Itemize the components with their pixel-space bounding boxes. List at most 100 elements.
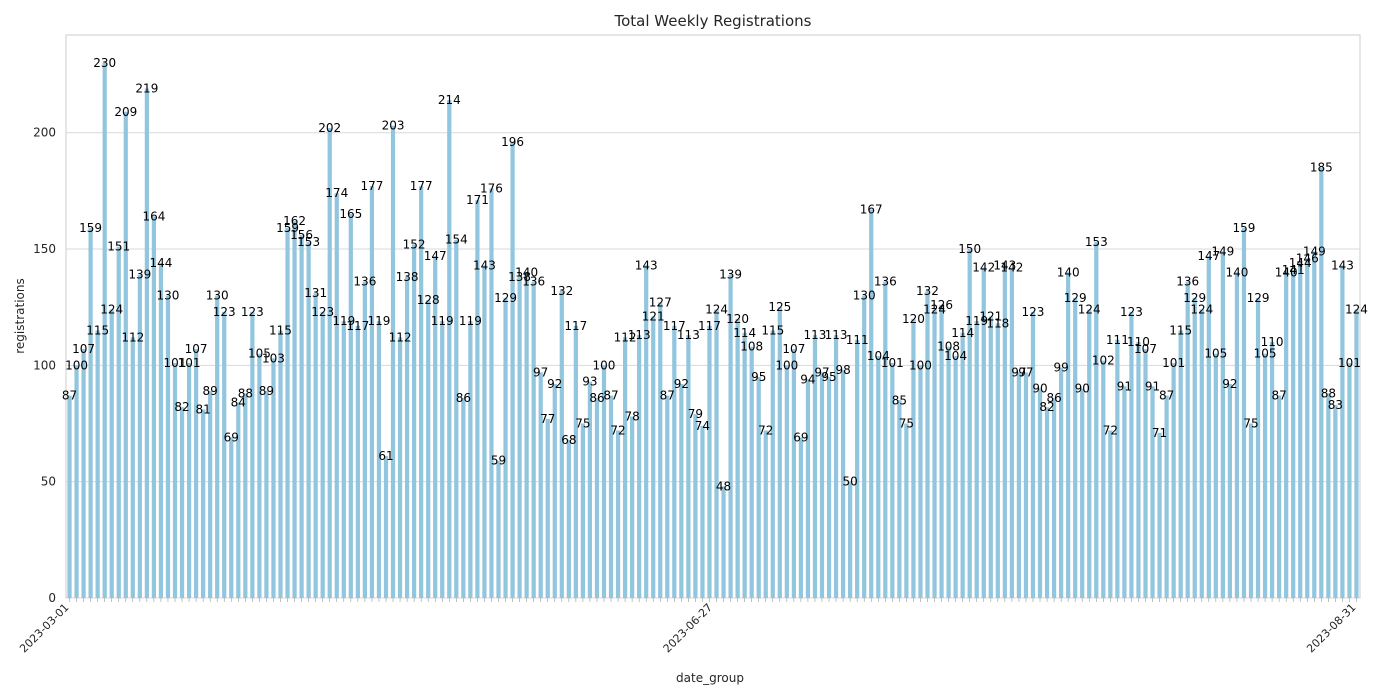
bar <box>756 376 761 598</box>
data-label: 48 <box>716 479 731 493</box>
data-label: 101 <box>881 356 904 370</box>
data-label: 100 <box>593 358 616 372</box>
bar <box>116 246 121 598</box>
bar <box>517 276 522 598</box>
bar <box>320 311 325 598</box>
bar <box>1347 363 1352 598</box>
bar <box>229 437 234 598</box>
data-label: 126 <box>930 298 953 312</box>
data-label: 69 <box>224 430 239 444</box>
data-label: 143 <box>473 258 496 272</box>
bar <box>967 249 972 598</box>
data-label: 203 <box>382 119 405 133</box>
bar <box>236 402 241 598</box>
data-label: 59 <box>491 454 506 468</box>
bar <box>735 318 740 598</box>
bar <box>81 349 86 598</box>
bar <box>728 274 733 598</box>
bar <box>538 372 543 598</box>
bar <box>763 430 768 598</box>
data-label: 174 <box>325 186 348 200</box>
data-label: 88 <box>238 386 253 400</box>
data-label: 123 <box>1022 305 1045 319</box>
bar <box>869 209 874 599</box>
data-label: 140 <box>515 265 538 279</box>
data-label: 84 <box>231 396 246 410</box>
bar <box>876 356 881 598</box>
bar <box>1185 281 1190 598</box>
bar <box>250 311 255 598</box>
bar <box>144 88 149 598</box>
data-label: 119 <box>332 314 355 328</box>
data-label: 177 <box>360 179 383 193</box>
data-label: 88 <box>1321 386 1336 400</box>
data-label: 101 <box>1338 356 1361 370</box>
bar <box>1122 386 1127 598</box>
bar <box>862 295 867 598</box>
bar <box>172 363 178 598</box>
bar <box>468 321 473 598</box>
data-label: 105 <box>248 347 271 361</box>
bar <box>1277 395 1282 598</box>
data-label: 92 <box>547 377 562 391</box>
data-label: 177 <box>410 179 433 193</box>
bar <box>165 295 171 598</box>
data-label: 144 <box>149 256 172 270</box>
data-label: 136 <box>874 275 897 289</box>
data-label: 121 <box>979 310 1002 324</box>
data-label: 136 <box>1176 275 1199 289</box>
data-label: 124 <box>1345 303 1368 317</box>
data-label: 149 <box>1303 244 1326 258</box>
data-label: 71 <box>1152 426 1167 440</box>
bar <box>440 321 445 598</box>
bar <box>151 216 157 598</box>
data-label: 124 <box>100 303 123 317</box>
bar <box>215 295 220 598</box>
bar <box>503 297 508 598</box>
bar <box>651 316 656 598</box>
data-label: 97 <box>814 365 829 379</box>
bar <box>939 304 944 598</box>
bar <box>686 335 691 598</box>
bar <box>489 188 494 598</box>
data-label: 159 <box>1233 221 1256 235</box>
x-axis-ticks: 2023-03-01 2023-06-27 2023-08-31 <box>17 598 1359 655</box>
bar <box>1291 269 1296 598</box>
data-label: 77 <box>540 412 555 426</box>
data-label: 129 <box>1247 291 1270 305</box>
bar <box>833 335 839 598</box>
bar <box>1305 258 1310 598</box>
bar <box>524 272 529 598</box>
y-tick-label: 50 <box>41 475 56 489</box>
bar <box>1016 372 1022 598</box>
data-label: 165 <box>339 207 362 221</box>
x-axis-label: date_group <box>676 671 744 685</box>
data-label: 142 <box>972 261 995 275</box>
data-label: 97 <box>1018 365 1033 379</box>
bar <box>341 321 346 598</box>
bars <box>67 62 1359 599</box>
bar <box>334 193 339 598</box>
bar <box>784 365 789 598</box>
bar <box>1080 388 1085 598</box>
bar <box>383 456 389 598</box>
bar <box>1298 262 1303 598</box>
bar <box>299 235 304 598</box>
y-tick-label: 100 <box>33 358 56 372</box>
data-label: 108 <box>937 340 960 354</box>
bar <box>679 383 684 598</box>
bar <box>981 267 986 598</box>
data-label: 75 <box>1243 417 1258 431</box>
bar <box>974 321 979 598</box>
data-label: 97 <box>1011 365 1026 379</box>
bar <box>419 186 424 599</box>
data-label: 87 <box>603 389 618 403</box>
bar <box>988 316 993 598</box>
data-label: 120 <box>726 312 749 326</box>
data-label: 162 <box>283 214 306 228</box>
data-label: 112 <box>121 330 144 344</box>
bar <box>749 346 754 598</box>
bar <box>123 111 128 598</box>
bar <box>1326 393 1331 598</box>
data-label: 90 <box>1032 382 1047 396</box>
